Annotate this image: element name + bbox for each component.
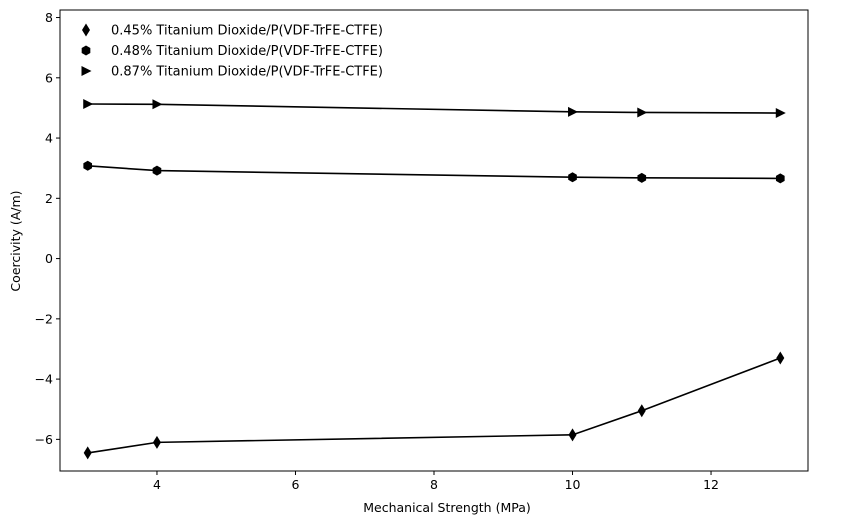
data-point [83,446,92,460]
legend-entry-label: 0.45% Titanium Dioxide/P(VDF-TrFE-CTFE) [111,24,383,39]
legend-marker [82,23,90,37]
y-tick-label: −2 [35,311,53,326]
series-line-2 [87,164,781,180]
data-point [152,435,161,449]
data-point [775,173,785,184]
series-line-1 [87,357,781,454]
x-tick-label: 12 [703,477,719,492]
data-point [83,160,93,171]
data-point [776,351,785,365]
y-axis-label: Coercivity (A/m) [8,190,23,291]
legend: 0.45% Titanium Dioxide/P(VDF-TrFE-CTFE) 0… [81,23,383,80]
y-tick-label: 2 [45,191,53,206]
legend-entry-label: 0.48% Titanium Dioxide/P(VDF-TrFE-CTFE) [111,44,383,59]
y-tick-label: 6 [45,70,53,85]
data-point [152,99,163,110]
x-axis-label: Mechanical Strength (MPa) [363,500,531,515]
series-line-3 [87,103,781,114]
axes: Mechanical Strength (MPa) Coercivity (A/… [8,9,809,515]
y-tick-label: −4 [35,372,53,387]
data-point [83,99,94,110]
legend-marker [81,66,92,76]
data-point [152,165,162,176]
y-tick-label: 8 [45,10,53,25]
legend-entry-label: 0.87% Titanium Dioxide/P(VDF-TrFE-CTFE) [111,65,383,80]
data-point [568,106,579,117]
data-point [637,172,647,183]
data-point [637,404,646,418]
data-point [568,172,577,183]
y-tick-label: 4 [45,131,53,146]
y-tick-label: 0 [45,251,53,266]
x-tick-label: 4 [153,477,161,492]
legend-marker [81,45,91,56]
data-point [775,108,786,119]
y-tick-label: −6 [35,432,53,447]
x-tick-label: 6 [292,477,300,492]
data-point [637,107,648,118]
data-point [568,428,577,442]
x-tick-label: 8 [430,477,438,492]
plot-area [83,99,786,460]
x-tick-label: 10 [565,477,581,492]
